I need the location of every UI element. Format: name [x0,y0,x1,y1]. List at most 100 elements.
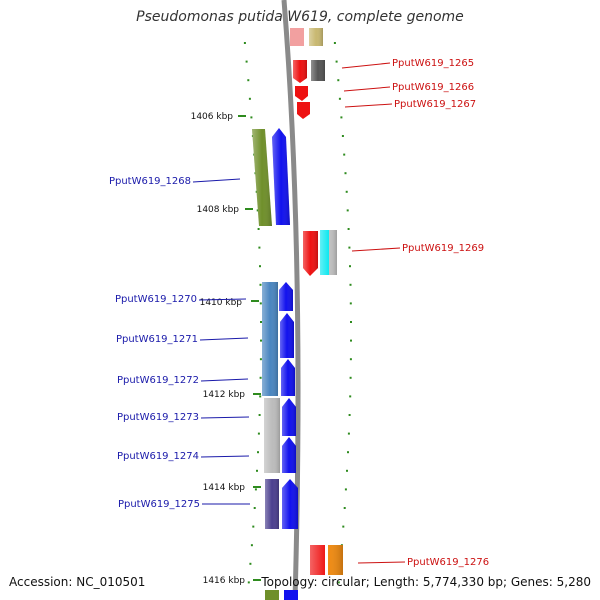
tick-label: 1412 kbp [203,390,246,400]
scale-dot [256,209,259,212]
scale-dot [347,228,350,230]
scale-dot [259,395,262,398]
scale-dot [253,507,256,509]
forward-strand-genes [252,128,298,600]
gene-block [310,545,343,575]
scale-dot [259,302,262,305]
scale-dot [349,395,352,398]
gene-label-1267[interactable]: PputW619_1267 [394,99,476,110]
scale-dot [349,265,351,268]
scale-dot [335,60,338,63]
gene-block[interactable] [309,28,323,46]
gene-arrow-1266[interactable] [295,86,308,101]
tick-label: 1408 kbp [197,205,240,215]
scale-dot [257,228,260,230]
scale-dot [337,79,340,82]
scale-dot [259,283,262,286]
gene-arrow-1269-shade [303,231,318,276]
arrow-shading [279,282,298,529]
scale-dot [346,209,349,212]
scale-ticks: 1406 kbp 1408 kbp 1410 kbp 1412 kbp 1414… [191,112,261,586]
accession-label: Accession: NC_010501 [9,575,146,589]
scale-dot [338,97,341,100]
scale-dot [344,172,347,175]
gene-label-1272[interactable]: PputW619_1272 [117,375,199,386]
scale-dot [245,60,248,63]
gene-block-shade [264,398,280,473]
scale-dot [247,79,250,82]
scale-dot [345,190,348,193]
gene-arrow-1268-shade [272,128,290,225]
reverse-strand-genes [290,28,343,575]
scale-dot [342,525,345,528]
gene-arrow-1267[interactable] [297,102,310,119]
scale-dot [258,414,261,416]
scale-dot [243,42,246,44]
scale-dot [257,451,259,454]
scale-dots-right [333,42,352,584]
scale-dot [259,265,261,268]
scale-dot [348,414,351,416]
scale-dot [248,97,251,100]
gene-label-1265[interactable]: PputW619_1265 [392,58,474,69]
gene-block[interactable] [265,590,279,600]
scale-dot [254,488,257,491]
scale-dot [343,153,346,156]
scale-dot [347,432,350,435]
scale-dot [259,376,262,379]
gene-block [311,60,325,81]
scale-dot [256,469,258,472]
scale-dot [343,507,346,509]
gene-arrow-1265-shade [293,60,307,83]
scale-dot [340,116,343,119]
scale-dots-left [243,42,262,584]
topology-label: Topology: circular; Length: 5,774,330 bp… [261,575,591,589]
scale-dot [333,42,336,44]
scale-dot [259,358,262,361]
tick-label: 1410 kbp [200,298,243,308]
scale-dot [348,246,351,249]
scale-dot [258,246,261,249]
gene-block-shade [265,479,279,529]
scale-dot [250,544,253,547]
gene-label-1275[interactable]: PputW619_1275 [118,499,200,510]
scale-dot [252,525,255,528]
leader-lines [192,62,406,564]
scale-dot [344,488,347,491]
gene-label-1270[interactable]: PputW619_1270 [115,294,197,305]
gene-block[interactable] [284,590,298,600]
gene-label-1269[interactable]: PputW619_1269 [402,243,484,254]
scale-dot [247,581,250,584]
scale-dot [347,451,349,454]
gene-labels: PputW619_1265 PputW619_1266 PputW619_126… [109,58,489,568]
scale-dot [250,116,253,119]
gene-label-1273[interactable]: PputW619_1273 [117,412,199,423]
gene-block [320,230,337,275]
scale-dot [350,321,352,323]
tick-label: 1414 kbp [203,483,246,493]
gene-label-1276[interactable]: PputW619_1276 [407,557,489,568]
gene-label-1271[interactable]: PputW619_1271 [116,334,198,345]
scale-dot [350,339,352,342]
scale-dot [346,469,348,472]
scale-dot [349,358,352,361]
scale-dot [349,302,352,305]
scale-dot [337,581,340,584]
tick-label: 1406 kbp [191,112,234,122]
gene-block[interactable] [290,28,304,46]
map-title: Pseudomonas putida W619, complete genome [136,9,464,25]
scale-dot [249,562,252,565]
tick-label: 1416 kbp [203,576,246,586]
gene-label-1266[interactable]: PputW619_1266 [392,82,474,93]
scale-dot [257,432,260,435]
gene-block-1268-shade [252,129,272,226]
scale-dot [260,339,262,342]
scale-dot [341,135,344,137]
gene-label-1274[interactable]: PputW619_1274 [117,451,199,462]
gene-label-1268[interactable]: PputW619_1268 [109,176,191,187]
gene-block-shade [262,282,278,396]
scale-dot [349,376,352,379]
scale-dot [260,321,262,323]
scale-dot [349,283,352,286]
